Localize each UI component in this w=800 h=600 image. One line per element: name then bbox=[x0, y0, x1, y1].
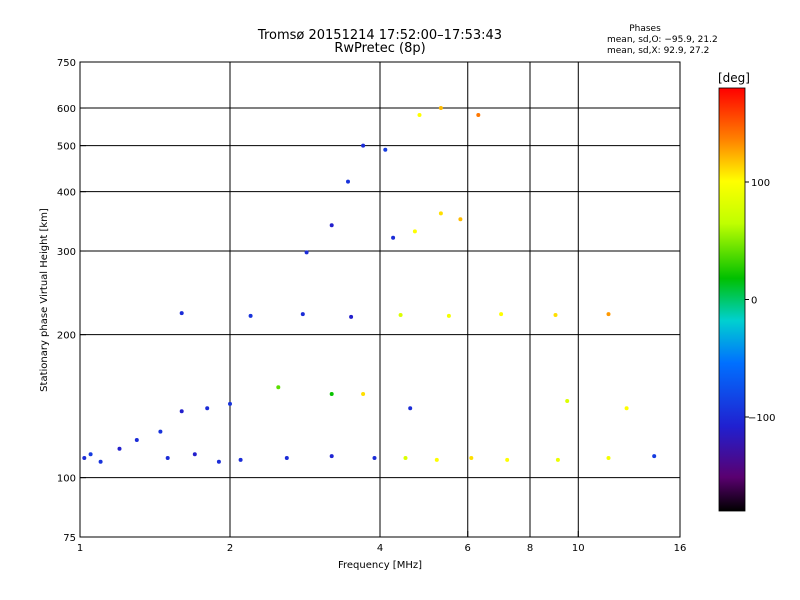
data-point bbox=[606, 456, 611, 460]
data-point bbox=[446, 313, 451, 318]
stats-heading: Phases bbox=[629, 24, 661, 34]
x-tick-label: 4 bbox=[377, 543, 383, 554]
grid-lines bbox=[80, 62, 680, 537]
data-point bbox=[499, 312, 504, 317]
data-point bbox=[624, 406, 629, 411]
data-point bbox=[372, 456, 377, 460]
colorbar bbox=[719, 88, 745, 511]
stats-o-mode: mean, sd,O: −95.9, 21.2 bbox=[607, 35, 718, 45]
x-axis-label: Frequency [MHz] bbox=[338, 560, 422, 571]
colorbar-label: [deg] bbox=[718, 71, 750, 85]
colorbar-ticks: 100 0 −100 bbox=[745, 178, 775, 424]
x-axis-ticks: 1 2 4 6 8 10 16 bbox=[77, 531, 687, 554]
y-tick-label: 300 bbox=[57, 247, 76, 258]
data-point bbox=[505, 457, 510, 462]
x-tick-label: 8 bbox=[527, 543, 533, 554]
data-point bbox=[205, 406, 210, 411]
data-point bbox=[117, 446, 122, 451]
y-tick-label: 100 bbox=[57, 474, 76, 485]
data-point bbox=[361, 392, 366, 396]
data-point bbox=[346, 179, 350, 184]
data-point bbox=[555, 457, 560, 462]
data-point bbox=[361, 143, 366, 148]
y-tick-label: 500 bbox=[57, 142, 76, 153]
data-point bbox=[553, 313, 558, 317]
data-point bbox=[238, 457, 243, 462]
data-point bbox=[179, 311, 184, 316]
y-tick-label: 200 bbox=[57, 331, 76, 342]
stats-x-mode: mean, sd,X: 92.9, 27.2 bbox=[607, 46, 709, 56]
y-axis-ticks: 75 100 200 300 400 500 600 750 bbox=[57, 58, 86, 544]
data-point bbox=[329, 454, 334, 459]
data-points bbox=[82, 106, 657, 464]
data-point bbox=[412, 229, 417, 234]
data-point bbox=[304, 250, 309, 255]
data-point bbox=[300, 312, 305, 317]
data-point bbox=[276, 385, 281, 390]
data-point bbox=[606, 312, 611, 317]
data-point bbox=[228, 401, 232, 406]
data-point bbox=[458, 217, 463, 222]
data-point bbox=[652, 454, 657, 459]
data-point bbox=[216, 459, 221, 464]
y-tick-label: 600 bbox=[57, 104, 76, 115]
chart-subtitle: RwPretec (8p) bbox=[334, 41, 425, 56]
data-point bbox=[165, 456, 170, 460]
x-tick-label: 16 bbox=[674, 543, 687, 554]
data-point bbox=[82, 456, 87, 460]
data-point bbox=[349, 314, 354, 319]
data-point bbox=[179, 409, 184, 414]
data-point bbox=[88, 452, 93, 457]
data-point bbox=[469, 456, 474, 460]
data-point bbox=[417, 113, 422, 117]
data-point bbox=[565, 399, 570, 403]
data-point bbox=[329, 392, 334, 396]
data-point bbox=[329, 223, 334, 228]
y-axis-label: Stationary phase Virtual Height [km] bbox=[39, 208, 50, 392]
x-tick-label: 6 bbox=[465, 543, 471, 554]
data-point bbox=[438, 211, 443, 216]
data-point bbox=[408, 406, 413, 411]
colorbar-tick-label: 100 bbox=[751, 178, 770, 189]
data-point bbox=[383, 147, 388, 152]
colorbar-tick-label: −100 bbox=[748, 413, 775, 424]
data-point bbox=[476, 113, 481, 117]
y-tick-label: 400 bbox=[57, 188, 76, 199]
data-point bbox=[398, 313, 403, 317]
data-point bbox=[284, 456, 289, 460]
data-point bbox=[98, 459, 103, 464]
data-point bbox=[434, 457, 439, 462]
data-point bbox=[134, 438, 139, 442]
x-tick-label: 2 bbox=[227, 543, 233, 554]
data-point bbox=[158, 429, 163, 434]
colorbar-tick-label: 0 bbox=[751, 296, 757, 307]
data-point bbox=[403, 456, 408, 460]
y-tick-label: 75 bbox=[63, 533, 76, 544]
chart-title: Tromsø 20151214 17:52:00–17:53:43 bbox=[257, 28, 502, 43]
data-point bbox=[391, 235, 396, 240]
y-tick-label: 750 bbox=[57, 58, 76, 69]
x-tick-label: 1 bbox=[77, 543, 83, 554]
data-point bbox=[248, 313, 253, 318]
data-point bbox=[438, 106, 443, 110]
data-point bbox=[192, 452, 197, 457]
x-tick-label: 10 bbox=[572, 543, 585, 554]
